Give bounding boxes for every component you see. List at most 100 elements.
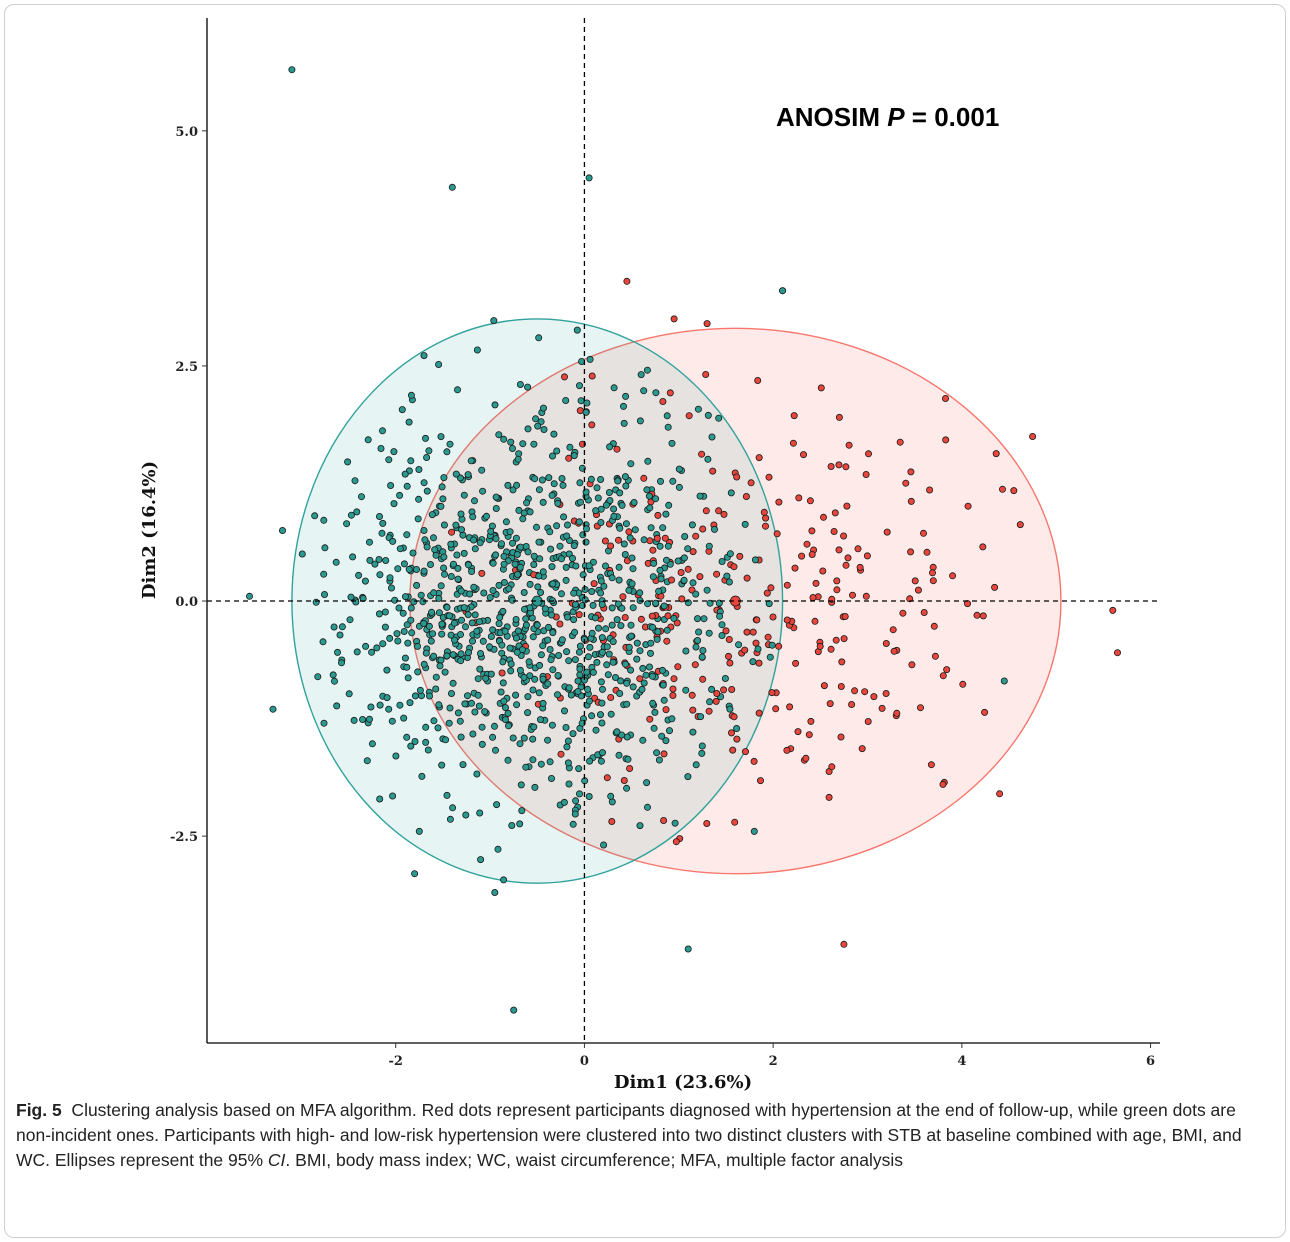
- point-non-incident-htn: [522, 621, 530, 629]
- point-incident-htn: [669, 685, 677, 693]
- point-non-incident-htn: [669, 477, 677, 485]
- point-incident-htn: [626, 765, 634, 773]
- point-incident-htn: [754, 376, 762, 384]
- point-incident-htn: [792, 659, 800, 667]
- point-non-incident-htn: [522, 763, 530, 771]
- x-tick-label: 0: [580, 1054, 589, 1069]
- point-non-incident-htn: [452, 521, 460, 529]
- y-tick-label: 0.0: [175, 595, 198, 610]
- point-non-incident-htn: [570, 589, 578, 597]
- point-non-incident-htn: [405, 418, 413, 426]
- point-non-incident-htn: [511, 560, 519, 568]
- point-non-incident-htn: [617, 677, 625, 685]
- point-non-incident-htn: [586, 643, 594, 651]
- point-incident-htn: [820, 682, 828, 690]
- point-non-incident-htn: [695, 628, 703, 636]
- point-non-incident-htn: [622, 392, 630, 400]
- point-incident-htn: [882, 690, 890, 698]
- point-non-incident-htn: [461, 623, 469, 631]
- point-incident-htn: [556, 620, 564, 628]
- point-non-incident-htn: [390, 448, 398, 456]
- point-non-incident-htn: [563, 743, 571, 751]
- point-non-incident-htn: [649, 699, 657, 707]
- point-non-incident-htn: [534, 422, 542, 430]
- point-incident-htn: [588, 372, 596, 380]
- point-non-incident-htn: [506, 528, 514, 536]
- point-non-incident-htn: [500, 435, 508, 443]
- point-non-incident-htn: [419, 598, 427, 606]
- point-incident-htn: [672, 838, 680, 846]
- point-incident-htn: [991, 583, 999, 591]
- point-non-incident-htn: [539, 642, 547, 650]
- point-non-incident-htn: [506, 644, 514, 652]
- point-incident-htn: [840, 940, 848, 948]
- point-non-incident-htn: [398, 406, 406, 414]
- point-incident-htn: [607, 694, 615, 702]
- point-incident-htn: [906, 595, 914, 603]
- point-incident-htn: [808, 551, 816, 559]
- point-non-incident-htn: [409, 549, 417, 557]
- point-non-incident-htn: [549, 580, 557, 588]
- point-non-incident-htn: [355, 571, 363, 579]
- point-non-incident-htn: [579, 571, 587, 579]
- point-non-incident-htn: [616, 524, 624, 532]
- point-non-incident-htn: [726, 705, 734, 713]
- point-non-incident-htn: [529, 686, 537, 694]
- point-non-incident-htn: [640, 536, 648, 544]
- point-non-incident-htn: [535, 486, 543, 494]
- point-non-incident-htn: [662, 737, 670, 745]
- point-incident-htn: [981, 708, 989, 716]
- point-non-incident-htn: [501, 716, 509, 724]
- point-incident-htn: [752, 639, 760, 647]
- point-non-incident-htn: [553, 522, 561, 530]
- point-non-incident-htn: [245, 592, 253, 600]
- point-incident-htn: [755, 454, 763, 462]
- point-non-incident-htn: [592, 507, 600, 515]
- point-incident-htn: [688, 691, 696, 699]
- point-non-incident-htn: [505, 585, 513, 593]
- point-non-incident-htn: [460, 491, 468, 499]
- point-non-incident-htn: [576, 790, 584, 798]
- point-non-incident-htn: [411, 870, 419, 878]
- point-non-incident-htn: [653, 635, 661, 643]
- point-non-incident-htn: [513, 701, 521, 709]
- point-non-incident-htn: [521, 605, 529, 613]
- point-non-incident-htn: [513, 551, 521, 559]
- point-non-incident-htn: [365, 538, 373, 546]
- point-incident-htn: [842, 463, 850, 471]
- point-non-incident-htn: [711, 525, 719, 533]
- point-non-incident-htn: [504, 709, 512, 717]
- point-non-incident-htn: [438, 630, 446, 638]
- point-non-incident-htn: [368, 648, 376, 656]
- point-non-incident-htn: [660, 696, 668, 704]
- point-non-incident-htn: [508, 539, 516, 547]
- point-non-incident-htn: [643, 366, 651, 374]
- point-incident-htn: [660, 750, 668, 758]
- point-incident-htn: [917, 704, 925, 712]
- point-non-incident-htn: [749, 658, 757, 666]
- point-non-incident-htn: [512, 616, 520, 624]
- point-non-incident-htn: [649, 672, 657, 680]
- point-non-incident-htn: [657, 575, 665, 583]
- point-incident-htn: [848, 701, 856, 709]
- point-non-incident-htn: [640, 679, 648, 687]
- point-incident-htn: [561, 373, 569, 381]
- point-non-incident-htn: [599, 685, 607, 693]
- point-non-incident-htn: [436, 662, 444, 670]
- point-non-incident-htn: [445, 612, 453, 620]
- point-non-incident-htn: [524, 425, 532, 433]
- point-incident-htn: [835, 461, 843, 469]
- point-incident-htn: [942, 394, 950, 402]
- point-incident-htn: [659, 397, 667, 405]
- point-non-incident-htn: [563, 648, 571, 656]
- point-non-incident-htn: [631, 526, 639, 534]
- point-non-incident-htn: [546, 528, 554, 536]
- point-non-incident-htn: [464, 649, 472, 657]
- point-non-incident-htn: [400, 628, 408, 636]
- point-non-incident-htn: [705, 542, 713, 550]
- point-non-incident-htn: [404, 674, 412, 682]
- point-incident-htn: [896, 438, 904, 446]
- point-non-incident-htn: [650, 559, 658, 567]
- point-non-incident-htn: [382, 557, 390, 565]
- point-non-incident-htn: [627, 621, 635, 629]
